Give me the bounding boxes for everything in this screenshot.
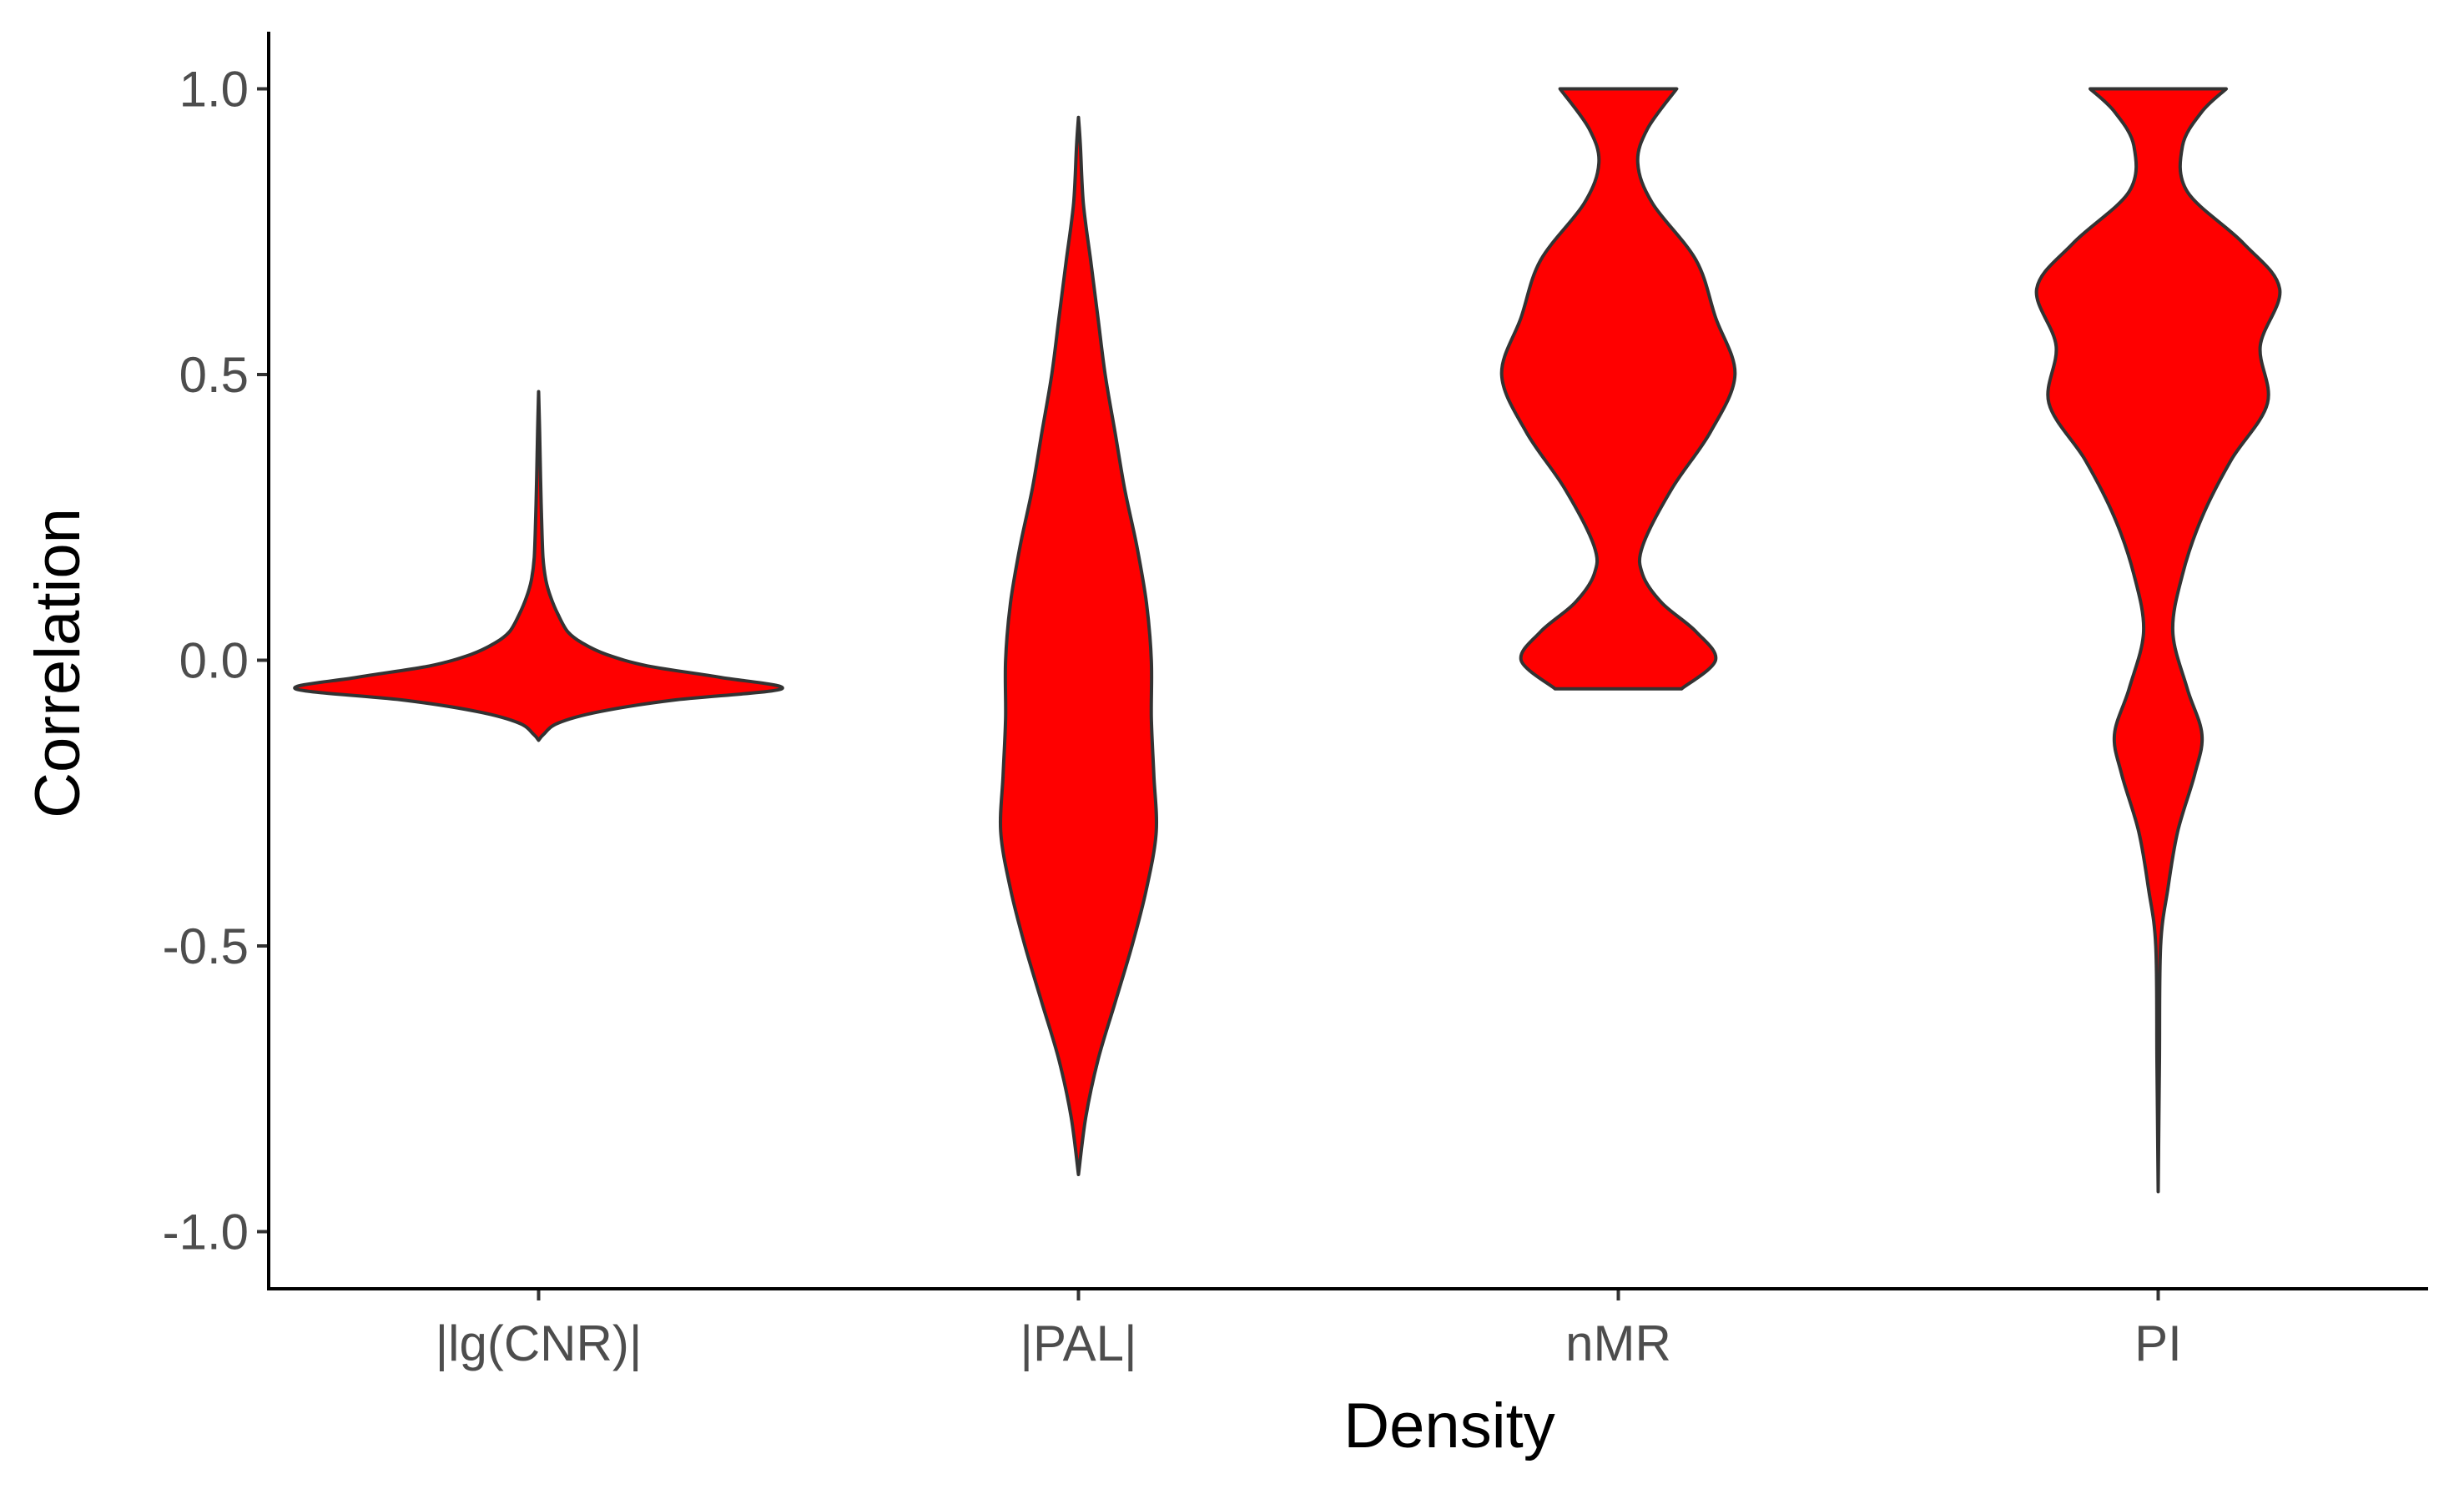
x-tick-label: |lg(CNR)|	[436, 1315, 642, 1371]
y-tick-label: -0.5	[163, 918, 249, 974]
y-axis-title: Correlation	[23, 508, 93, 818]
x-axis-ticks: |lg(CNR)| |PAL| nMR PI	[436, 1289, 2182, 1371]
violin-layer	[293, 87, 2282, 1194]
y-tick-label: -1.0	[163, 1205, 249, 1260]
violin-lg-cnr	[293, 390, 784, 742]
x-axis-title: Density	[1343, 1391, 1554, 1461]
y-tick-label: 0.0	[179, 633, 249, 689]
y-axis-ticks: -1.0 -0.5 0.0 0.5 1.0	[163, 62, 269, 1260]
x-tick-label: PI	[2134, 1315, 2182, 1371]
violin-pi	[2034, 87, 2282, 1194]
y-tick-label: 0.5	[179, 347, 249, 403]
x-tick-label: |PAL|	[1020, 1315, 1136, 1371]
violin-pal	[998, 115, 1159, 1176]
violin-nmr	[1499, 87, 1737, 691]
y-tick-label: 1.0	[179, 62, 249, 118]
x-tick-label: nMR	[1565, 1315, 1671, 1371]
